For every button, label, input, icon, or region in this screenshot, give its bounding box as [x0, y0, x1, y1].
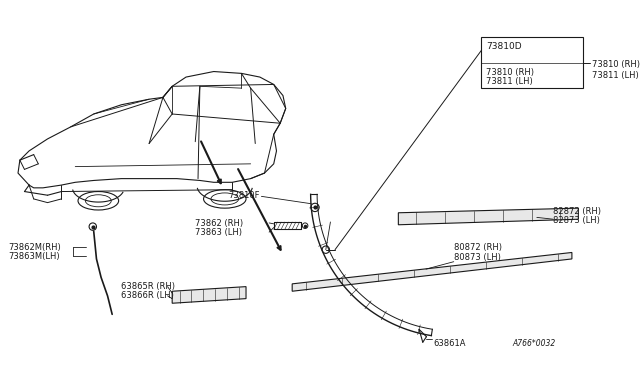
Text: 73863 (LH): 73863 (LH): [195, 228, 243, 237]
Text: 73810 (RH): 73810 (RH): [486, 68, 534, 77]
Text: A766*0032: A766*0032: [512, 340, 556, 349]
Text: 82873 (LH): 82873 (LH): [554, 216, 600, 225]
Text: 73810F: 73810F: [228, 191, 260, 200]
Polygon shape: [398, 208, 579, 225]
Text: 73810 (RH): 73810 (RH): [592, 60, 640, 68]
Text: 80873 (LH): 80873 (LH): [454, 253, 500, 262]
Text: 82872 (RH): 82872 (RH): [554, 206, 602, 215]
Text: 63865R (RH): 63865R (RH): [122, 282, 175, 291]
Polygon shape: [292, 253, 572, 291]
Text: 73862 (RH): 73862 (RH): [195, 219, 243, 228]
Text: 63866R (LH): 63866R (LH): [122, 291, 174, 300]
Text: 73863M(LH): 73863M(LH): [9, 253, 60, 262]
Bar: [481, 37, 583, 88]
Text: 80872 (RH): 80872 (RH): [454, 243, 502, 253]
Polygon shape: [172, 286, 246, 303]
Text: 63861A: 63861A: [433, 339, 465, 347]
Text: 73862M(RH): 73862M(RH): [9, 243, 61, 252]
Text: 73811 (LH): 73811 (LH): [592, 71, 639, 80]
Text: 73810D: 73810D: [486, 42, 522, 51]
Text: 73811 (LH): 73811 (LH): [486, 77, 532, 86]
